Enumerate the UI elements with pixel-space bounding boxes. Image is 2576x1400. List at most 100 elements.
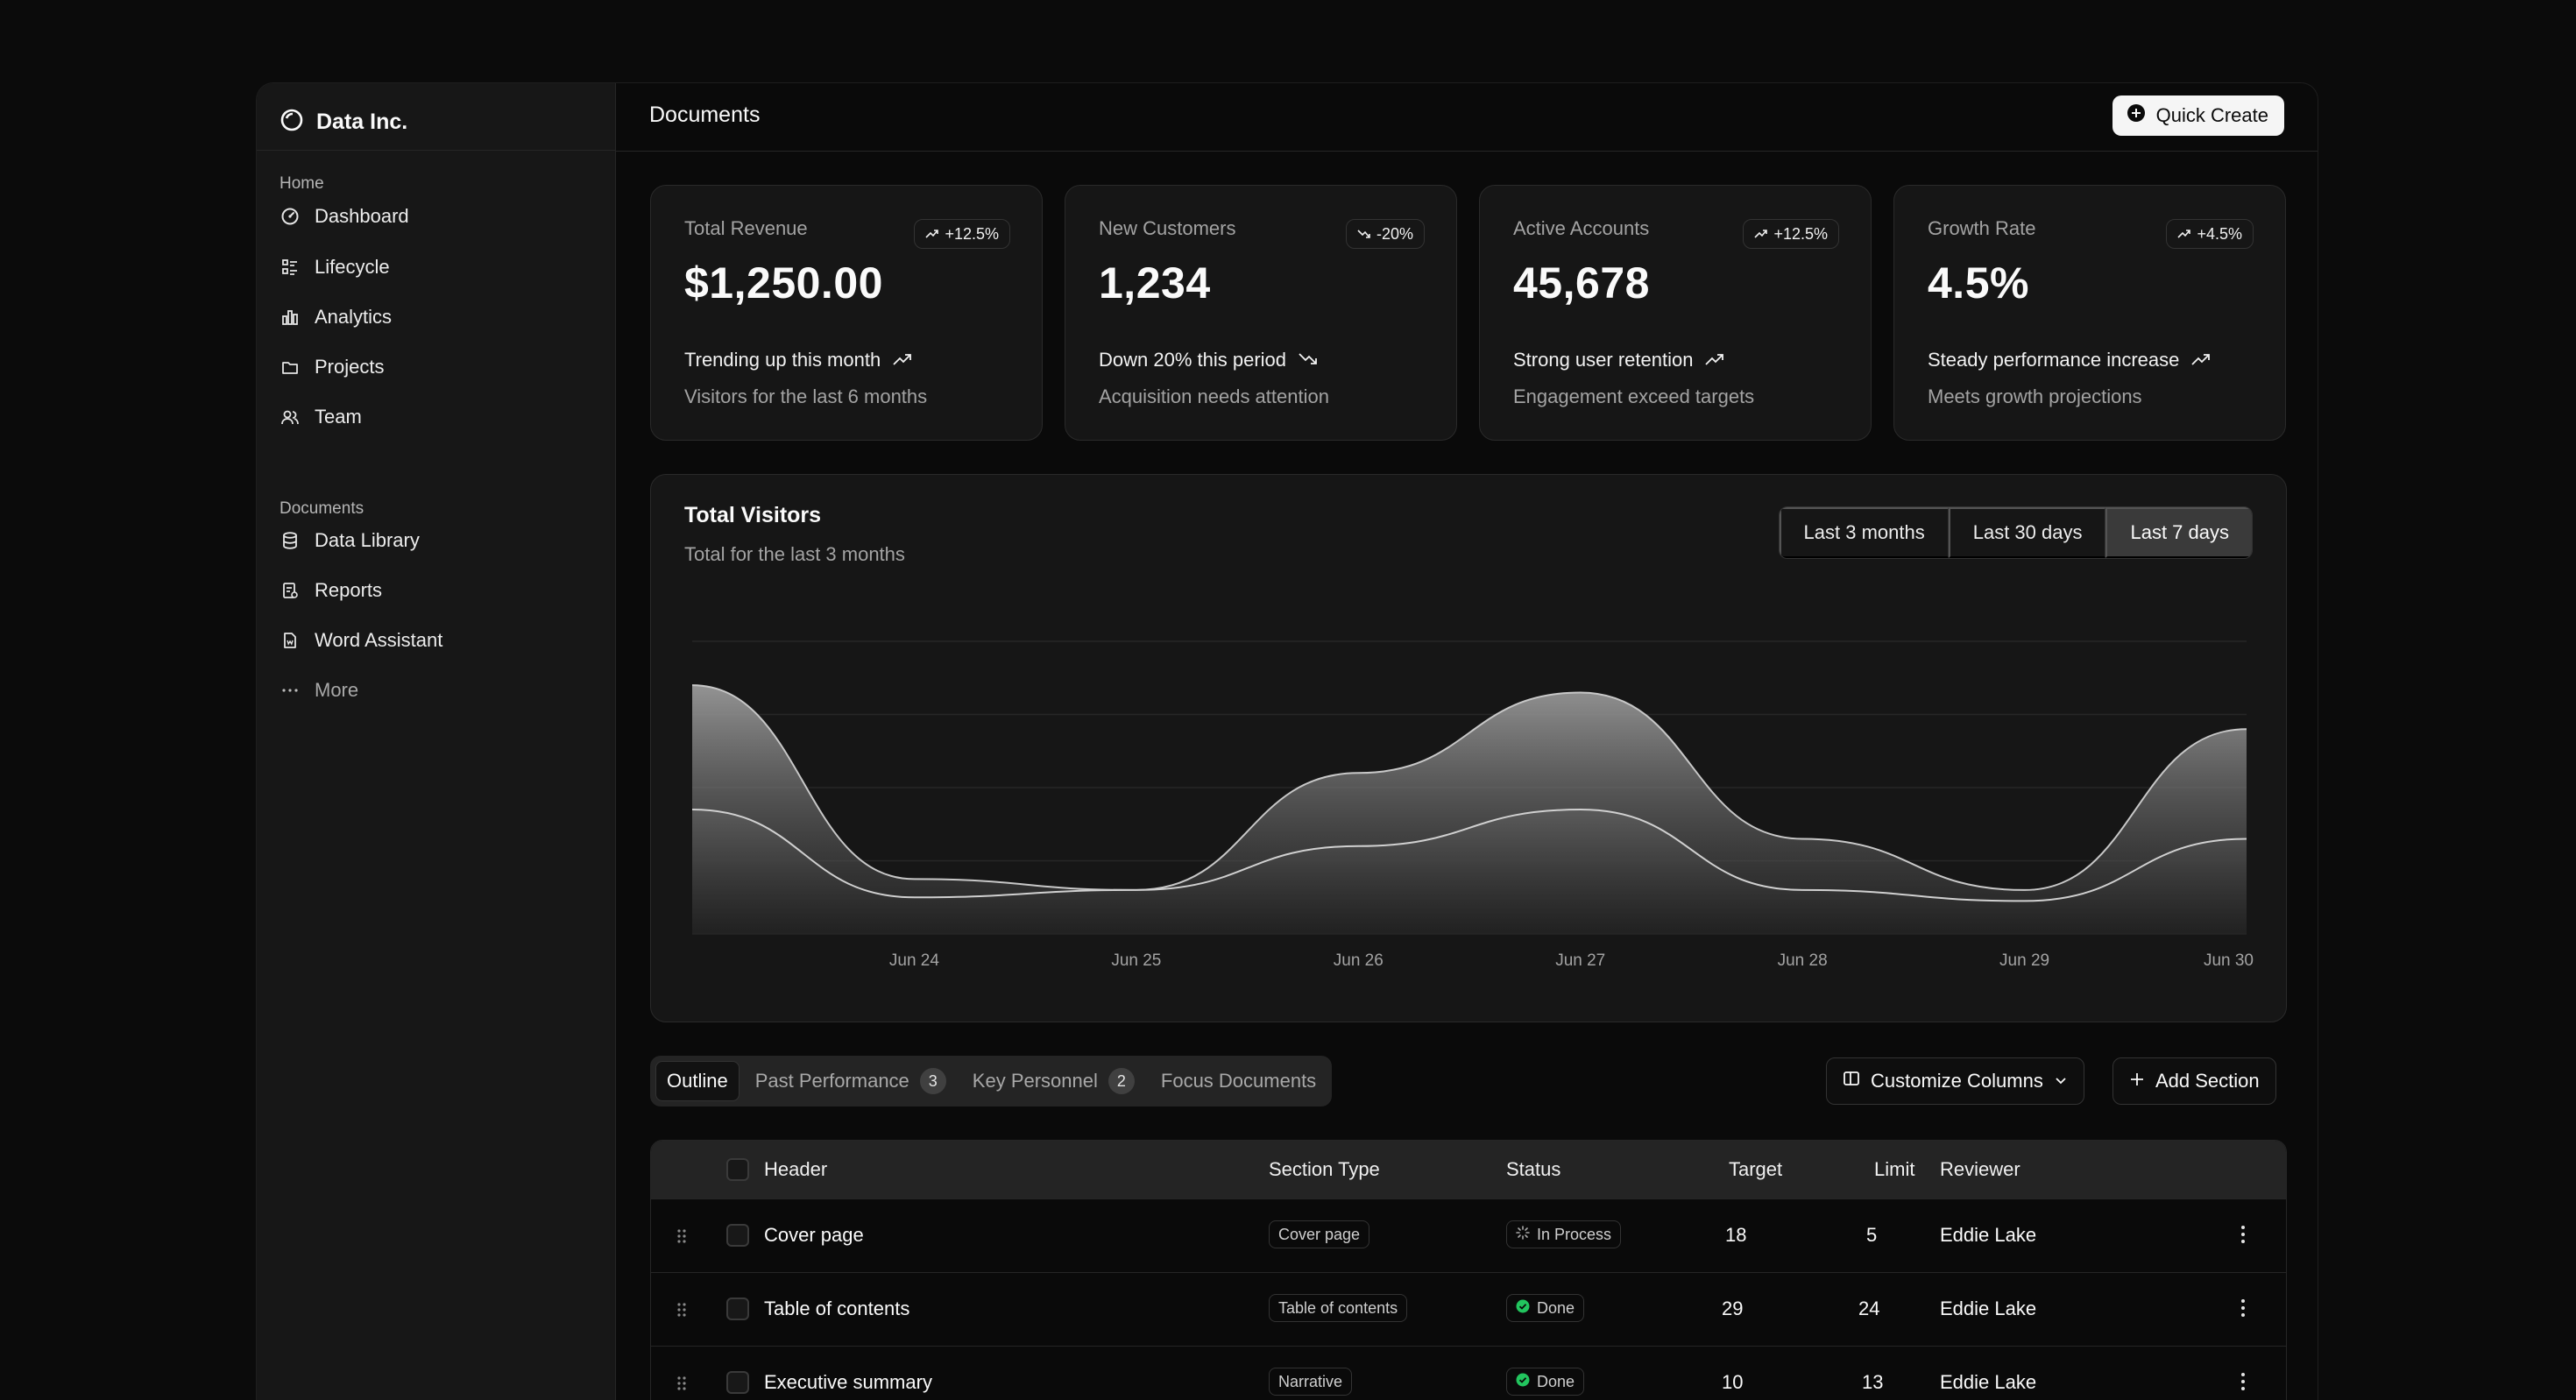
add-section-label: Add Section <box>2155 1070 2260 1092</box>
row-target[interactable]: 10 <box>1722 1371 1744 1393</box>
row-reviewer[interactable]: Eddie Lake <box>1940 1297 2037 1319</box>
trend-text: Down 20% this period <box>1099 349 1287 371</box>
section-tabs: Outline Past Performance 3 Key Personnel 2… <box>650 1056 1333 1107</box>
row-reviewer[interactable]: Eddie Lake <box>1940 1224 2037 1246</box>
sidebar-item-label: More <box>315 679 359 701</box>
loader-icon <box>1516 1225 1530 1244</box>
columns-icon <box>1843 1070 1860 1092</box>
trend-badge: +12.5% <box>914 219 1010 249</box>
stat-value: 1,234 <box>1099 258 1211 308</box>
column-header-section-type[interactable]: Section Type <box>1269 1158 1380 1180</box>
status-badge: Done <box>1506 1294 1585 1322</box>
column-header-status[interactable]: Status <box>1506 1158 1561 1180</box>
sidebar-item-team[interactable]: Team <box>280 398 595 436</box>
row-checkbox[interactable] <box>726 1371 749 1394</box>
tab-past-performance[interactable]: Past Performance 3 <box>745 1061 957 1101</box>
time-range-toggle: Last 3 months Last 30 days Last 7 days <box>1778 506 2253 559</box>
drag-handle-icon[interactable] <box>676 1226 688 1247</box>
row-reviewer[interactable]: Eddie Lake <box>1940 1371 2037 1393</box>
stat-trend: Down 20% this period <box>1099 349 1318 371</box>
stat-subtext: Engagement exceed targets <box>1513 385 1755 407</box>
stat-label: Active Accounts <box>1513 217 1650 239</box>
more-vertical-icon[interactable] <box>2240 1369 2246 1394</box>
table-row[interactable]: Table of contents Table of contents Done… <box>651 1272 2286 1346</box>
sidebar-divider <box>257 150 616 151</box>
row-checkbox[interactable] <box>726 1224 749 1247</box>
drag-handle-icon[interactable] <box>676 1299 688 1320</box>
tab-focus-documents[interactable]: Focus Documents <box>1150 1061 1327 1101</box>
list-icon <box>280 257 301 278</box>
sidebar-item-label: Dashboard <box>315 205 409 227</box>
column-header-limit[interactable]: Limit <box>1874 1158 1915 1180</box>
status-badge: Done <box>1506 1368 1585 1396</box>
dots-horizontal-icon <box>280 680 301 701</box>
sidebar-item-reports[interactable]: Reports <box>280 571 595 610</box>
range-last-7-days[interactable]: Last 7 days <box>2105 507 2252 558</box>
range-last-3-months[interactable]: Last 3 months <box>1779 507 1949 558</box>
badge-text: +12.5% <box>1773 224 1828 243</box>
stat-trend: Steady performance increase <box>1928 349 2211 371</box>
chevron-down-icon <box>2054 1070 2068 1092</box>
stat-subtext: Visitors for the last 6 months <box>684 385 928 407</box>
row-limit[interactable]: 13 <box>1862 1371 1884 1393</box>
stat-value: 45,678 <box>1513 258 1650 308</box>
sidebar-item-word-assistant[interactable]: Word Assistant <box>280 621 595 660</box>
tab-outline[interactable]: Outline <box>655 1061 740 1101</box>
badge-text: +12.5% <box>945 224 999 243</box>
x-axis-tick-label: Jun 24 <box>889 951 939 970</box>
sidebar-item-more[interactable]: More <box>280 671 595 710</box>
trend-text: Strong user retention <box>1513 349 1694 371</box>
trending-down-icon <box>1357 225 1371 244</box>
section-type-badge: Narrative <box>1269 1368 1353 1396</box>
stat-value: $1,250.00 <box>684 258 883 308</box>
row-limit[interactable]: 5 <box>1866 1224 1878 1246</box>
file-word-icon <box>280 630 301 651</box>
tab-key-personnel[interactable]: Key Personnel 2 <box>962 1061 1145 1101</box>
sidebar-item-label: Team <box>315 406 362 428</box>
stat-card-growth-rate: Growth Rate +4.5% 4.5% Steady performanc… <box>1893 185 2286 441</box>
more-vertical-icon[interactable] <box>2240 1222 2246 1247</box>
customize-columns-label: Customize Columns <box>1871 1070 2043 1092</box>
nav-group-documents-label: Documents <box>280 499 364 518</box>
sidebar-item-data-library[interactable]: Data Library <box>280 521 595 560</box>
plus-icon <box>2129 1070 2145 1092</box>
more-vertical-icon[interactable] <box>2240 1296 2246 1320</box>
column-header-reviewer[interactable]: Reviewer <box>1940 1158 2020 1180</box>
column-header-header[interactable]: Header <box>764 1158 828 1180</box>
drag-handle-icon[interactable] <box>676 1373 688 1394</box>
table-row[interactable]: Cover page Cover page In Process 18 5 Ed… <box>651 1198 2286 1272</box>
row-header[interactable]: Cover page <box>764 1224 864 1246</box>
range-last-30-days[interactable]: Last 30 days <box>1948 507 2106 558</box>
stat-trend: Trending up this month <box>684 349 912 371</box>
sidebar-item-dashboard[interactable]: Dashboard <box>280 197 595 236</box>
badge-text: +4.5% <box>2197 224 2242 243</box>
table-row[interactable]: Executive summary Narrative Done 10 13 E… <box>651 1346 2286 1400</box>
row-target[interactable]: 18 <box>1725 1224 1747 1246</box>
customize-columns-button[interactable]: Customize Columns <box>1826 1057 2084 1105</box>
row-limit[interactable]: 24 <box>1858 1297 1880 1319</box>
status-text: In Process <box>1537 1225 1612 1243</box>
sidebar-item-lifecycle[interactable]: Lifecycle <box>280 248 595 286</box>
quick-create-label: Quick Create <box>2155 104 2268 126</box>
brand[interactable]: Data Inc. <box>280 104 407 139</box>
stat-card-new-customers: New Customers -20% 1,234 Down 20% this p… <box>1065 185 1457 441</box>
stat-label: New Customers <box>1099 217 1236 239</box>
sidebar-item-projects[interactable]: Projects <box>280 348 595 386</box>
select-all-checkbox[interactable] <box>726 1158 749 1181</box>
row-checkbox[interactable] <box>726 1297 749 1320</box>
column-header-target[interactable]: Target <box>1729 1158 1783 1180</box>
status-text: Done <box>1537 1298 1575 1317</box>
nav-group-home-label: Home <box>280 174 324 193</box>
gauge-icon <box>280 206 301 227</box>
section-type-badge: Table of contents <box>1269 1294 1408 1322</box>
row-target[interactable]: 29 <box>1722 1297 1744 1319</box>
sidebar-item-analytics[interactable]: Analytics <box>280 298 595 336</box>
row-header[interactable]: Executive summary <box>764 1371 932 1393</box>
series-area-2 <box>692 810 2247 934</box>
x-axis-tick-label: Jun 28 <box>1778 951 1828 970</box>
row-header[interactable]: Table of contents <box>764 1297 910 1319</box>
quick-create-button[interactable]: Quick Create <box>2112 95 2284 136</box>
chart-title: Total Visitors <box>684 503 822 527</box>
add-section-button[interactable]: Add Section <box>2112 1057 2276 1105</box>
page-title: Documents <box>649 103 761 127</box>
